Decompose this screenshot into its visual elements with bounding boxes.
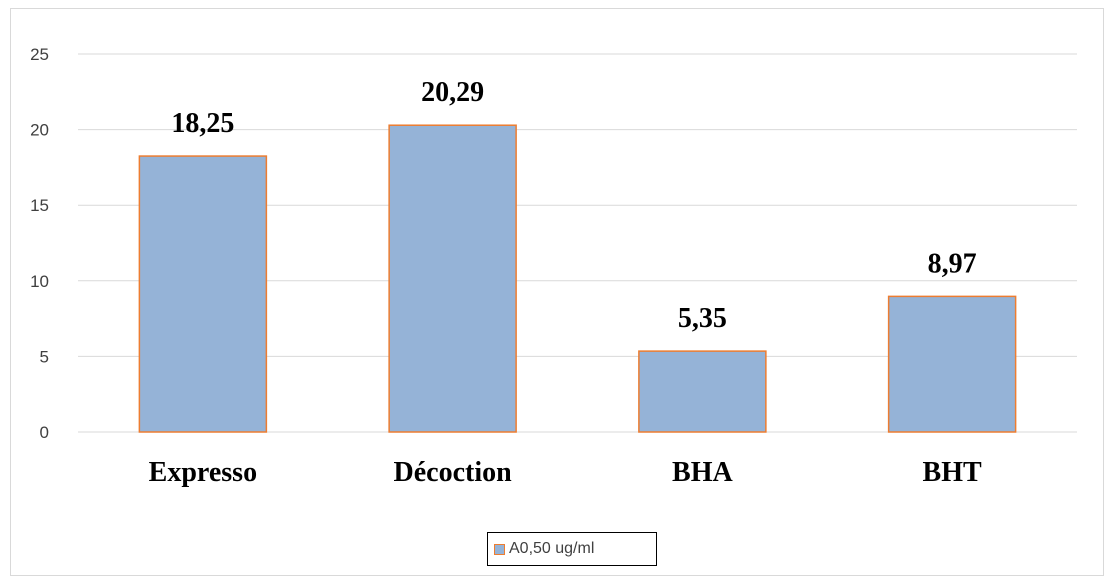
- y-tick-label: 0: [40, 423, 49, 442]
- y-tick-label: 25: [30, 45, 49, 64]
- bar: [138, 155, 268, 433]
- legend-label: A0,50 ug/ml: [509, 540, 595, 557]
- data-label: 18,25: [171, 108, 234, 139]
- y-tick-label: 10: [30, 272, 49, 291]
- y-tick-label: 15: [30, 196, 49, 215]
- data-label: 5,35: [678, 303, 727, 334]
- legend-swatch: [494, 543, 505, 555]
- x-category-label: Expresso: [149, 457, 257, 488]
- bar: [887, 295, 1017, 433]
- data-label: 8,97: [928, 248, 977, 279]
- x-category-label: BHA: [672, 457, 733, 488]
- bar: [638, 350, 767, 433]
- legend: A0,50 ug/ml: [487, 532, 657, 566]
- x-category-label: BHT: [923, 457, 982, 488]
- x-category-label: Décoction: [394, 457, 513, 488]
- data-label: 20,29: [421, 77, 484, 108]
- bar: [388, 124, 517, 433]
- y-tick-label: 20: [30, 121, 49, 140]
- y-tick-label: 5: [40, 347, 49, 366]
